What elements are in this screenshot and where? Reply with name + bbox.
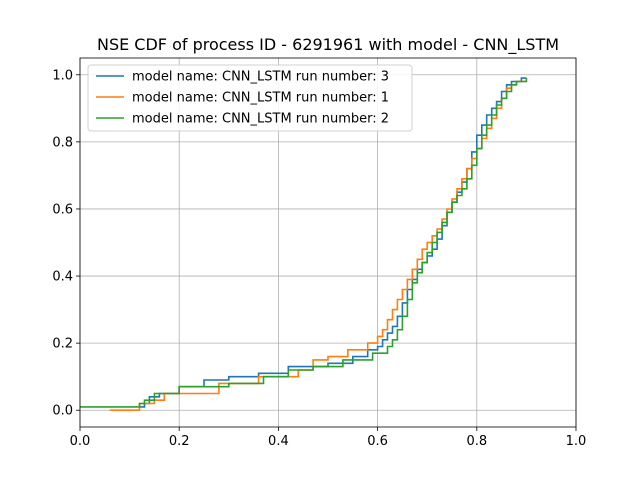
- legend-label-3: model name: CNN_LSTM run number: 2: [132, 112, 389, 127]
- series-line-3: [80, 78, 528, 408]
- legend: model name: CNN_LSTM run number: 3 model …: [87, 64, 413, 132]
- x-tick-label: 0.0: [70, 434, 91, 449]
- y-tick-label: 0.2: [52, 337, 73, 352]
- x-tick-label: 0.2: [169, 434, 190, 449]
- y-tick-label: 1.0: [52, 68, 73, 83]
- x-tick-label: 1.0: [566, 434, 587, 449]
- axes: 0.0 0.2 0.4 0.6 0.8 1.0 0.0 0.2 0.4 0.6 0.8 1.0: [52, 57, 587, 449]
- y-tick-label: 0.6: [52, 202, 73, 217]
- x-tick-label: 0.4: [268, 434, 289, 449]
- plot-frame: [79, 57, 577, 428]
- y-tick-label: 0.4: [52, 270, 73, 285]
- chart-title: NSE CDF of process ID - 6291961 with mod…: [97, 35, 559, 55]
- y-tick-label: 0.8: [52, 135, 73, 150]
- series-lines: [80, 77, 528, 411]
- y-tick-label: 0.0: [52, 404, 73, 419]
- x-tick-label: 0.6: [367, 434, 388, 449]
- legend-label-1: model name: CNN_LSTM run number: 3: [132, 70, 389, 85]
- legend-label-2: model name: CNN_LSTM run number: 1: [132, 91, 389, 106]
- legend-box: [87, 64, 413, 132]
- x-tick-label: 0.8: [466, 434, 487, 449]
